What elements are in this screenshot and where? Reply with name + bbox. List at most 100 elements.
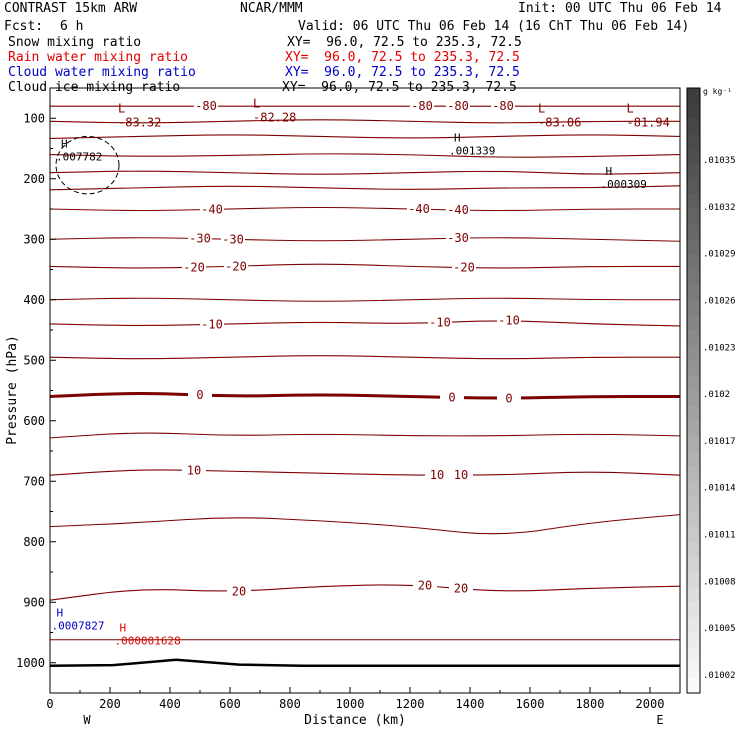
y-tick-label: 400 [23,293,45,307]
max-value: .000001628 [115,635,181,648]
colorbar-label: .01011 [703,531,736,541]
contour-line [49,297,680,302]
contour-label: -80 [411,99,433,113]
contour-label: -10 [201,317,223,331]
contour-label-bg [452,261,476,274]
contour-label-bg [497,392,521,405]
colorbar-segment [687,375,700,391]
x-tick-label: 1000 [336,697,365,711]
contour-line [49,119,680,124]
annotations: L-83.32L-82.28L-83.06L-81.94H.007782H.00… [52,96,670,647]
y-axis-label: Pressure (hPa) [5,335,20,445]
x-axis: 0 200 400 600 800 1000 1200 1400 1600 1800 2000 [46,687,664,711]
low-marker: L [253,96,260,110]
contour-label-bg [428,316,452,329]
max-value: .000309 [601,178,647,191]
y-tick-label: 200 [23,172,45,186]
x-tick-label: 400 [159,697,181,711]
contour-label: -20 [453,261,475,275]
contour-label: 10 [187,463,201,477]
colorbar-unit: g kg⁻¹ [703,87,732,96]
colorbar-segment [687,662,700,679]
y-tick-label: 800 [23,535,45,549]
low-value: -81.94 [627,115,670,129]
colorbar-segment [687,466,700,482]
terrain-line [49,658,680,668]
y-tick-label: 100 [23,111,45,125]
colorbar: g kg⁻¹ .01035 .01032 .01029 .01026 .01023 .010… [686,87,736,694]
contour-label: -40 [408,202,430,216]
contour-label: 10 [454,468,468,482]
contour-label-bg [440,391,464,404]
max-marker: H [606,165,613,178]
colorbar-label: .01029 [703,250,736,260]
contour-label: 10 [430,468,444,482]
contour-label: -30 [222,232,244,246]
contour-label-bg [407,203,431,216]
contour-label-bg [491,100,515,113]
contour-line [49,432,681,439]
max-marker: H [120,622,127,635]
low-value: -83.06 [538,115,581,129]
temperature-contours: -80 -80 -80 -80 -40 -40 -40 -30 -30 -30 -20 -20 -20 -… [49,99,681,641]
fcst-label: Fcst: [4,19,44,34]
colorbar-segment [687,284,700,301]
colorbar-segment [687,647,700,664]
field-cloudwater-xy: XY= 96.0, 72.5 to 235.3, 72.5 [285,65,520,80]
colorbar-segment [687,511,700,528]
colorbar-label: .01017 [703,437,736,447]
max-marker: H [454,132,461,145]
low-value: -82.28 [253,110,296,124]
contour-label: -20 [225,259,247,273]
colorbar-segment [687,88,700,104]
contour-label: -20 [183,260,205,274]
contour-line [49,514,681,535]
contour-label-bg [410,100,434,113]
contour-label-bg [188,232,212,245]
colorbar-label: .0102 [703,390,730,400]
colorbar-label: .01005 [703,624,736,634]
contour-label-bg [449,469,473,482]
colorbar-segment [687,617,700,633]
contour-line [49,185,681,191]
colorbar-label: .01026 [703,296,736,306]
colorbar-segment [687,133,700,149]
contour-label-bg [446,100,470,113]
y-tick-label: 500 [23,353,45,367]
contour-label: 0 [196,388,203,402]
x-tick-label: 2000 [636,697,665,711]
colorbar-label: .01002 [703,671,736,681]
colorbar-segment [687,602,700,618]
contour-label-bg [446,232,470,245]
low-marker: L [627,101,634,115]
west-label: W [83,713,91,727]
colorbar-label: .01032 [703,203,736,213]
colorbar-segment [687,526,700,543]
colorbar-label: .01008 [703,577,736,587]
low-marker: L [118,101,125,115]
contour-label-bg [224,260,248,273]
colorbar-segment [687,224,700,240]
field-cloudice-name: Cloud ice mixing ratio [8,80,181,95]
colorbar-segment [687,118,700,134]
colorbar-label: .01023 [703,343,736,353]
contour-line [49,170,681,175]
colorbar-segment [687,345,700,361]
colorbar-segment [687,299,700,316]
colorbar-segment [687,481,700,497]
colorbar-segment [687,330,700,346]
colorbar-segment [687,390,700,407]
contour-label: 0 [505,391,512,405]
contour-label-bg [221,233,245,246]
colorbar-segment [687,193,700,210]
y-tick-label: 700 [23,474,45,488]
low-marker: L [538,101,545,115]
colorbar-segment [687,148,700,165]
y-tick-label: 1000 [16,656,45,670]
contour-line [49,206,680,212]
colorbar-segment [687,420,700,437]
contour-label-bg [200,318,224,331]
snow-contour [55,135,120,195]
colorbar-segment [687,209,700,225]
contour-line [49,237,681,242]
